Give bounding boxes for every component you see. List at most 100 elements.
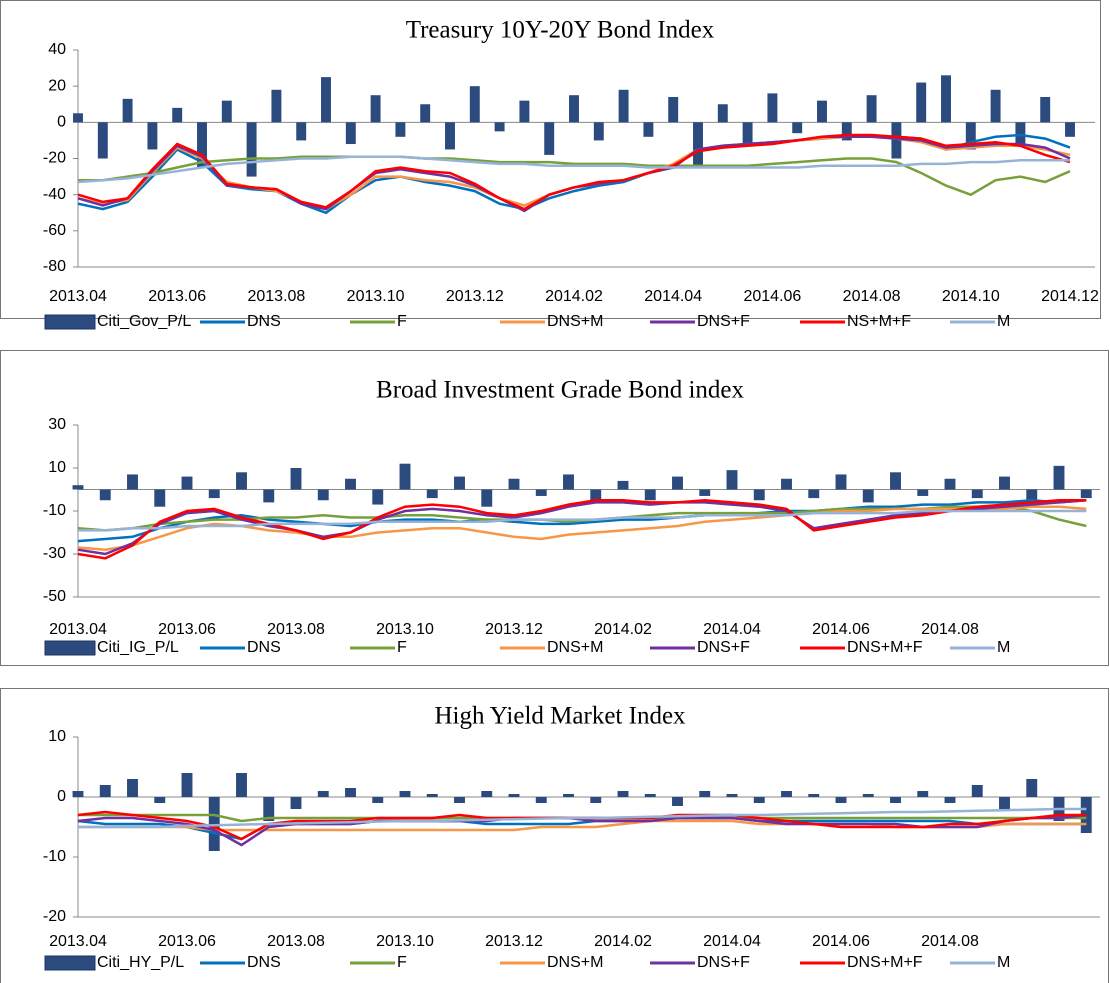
- bar: [672, 476, 683, 490]
- x-tick-label: 2013.04: [49, 933, 107, 950]
- bar: [916, 82, 927, 123]
- x-tick-label: 2014.06: [812, 621, 870, 638]
- legend-label: DNS+M+F: [847, 639, 923, 656]
- bar: [781, 478, 792, 490]
- panel-frame: [0, 0, 1101, 319]
- x-tick-label: 2014.02: [545, 288, 603, 305]
- line-series: [78, 155, 1071, 197]
- bar: [454, 797, 465, 803]
- bar: [535, 797, 547, 803]
- bar: [454, 476, 465, 490]
- bar: [127, 474, 138, 490]
- bar: [1065, 122, 1075, 137]
- y-tick-label: 40: [48, 41, 66, 58]
- x-tick-label: 2014.10: [942, 288, 1000, 305]
- bar: [296, 122, 307, 141]
- line-series: [77, 816, 1087, 841]
- bar: [372, 797, 384, 803]
- y-tick-label: 10: [48, 728, 66, 745]
- bar: [890, 797, 901, 803]
- bar: [726, 794, 738, 797]
- line-series: [78, 509, 1087, 532]
- x-tick-label: 2013.06: [158, 933, 216, 950]
- bar: [841, 122, 852, 141]
- panel-frame: [0, 688, 1109, 983]
- line-series: [77, 499, 1087, 556]
- bar: [753, 489, 765, 501]
- x-tick-label: 2013.04: [49, 288, 107, 305]
- bar: [563, 474, 574, 490]
- bar: [172, 107, 183, 123]
- bar: [97, 122, 108, 159]
- bar: [508, 478, 520, 490]
- bar: [693, 122, 703, 168]
- x-tick-label: 2013.08: [267, 933, 325, 950]
- bar: [72, 791, 84, 797]
- bar: [246, 122, 257, 177]
- bar: [890, 472, 901, 490]
- bar: [862, 489, 874, 503]
- bar: [644, 489, 656, 501]
- chart-title: Treasury 10Y-20Y Bond Index: [406, 17, 715, 44]
- bar: [290, 797, 302, 809]
- bar: [122, 98, 133, 123]
- y-tick-label: 0: [57, 114, 66, 131]
- bar: [197, 122, 207, 168]
- y-tick-label: -60: [43, 222, 66, 239]
- bar: [494, 122, 505, 132]
- bar: [181, 773, 193, 797]
- bar: [127, 779, 138, 797]
- bar: [154, 797, 166, 803]
- legend-label: F: [397, 954, 407, 971]
- legend-label: DNS+F: [697, 313, 750, 330]
- y-tick-label: -40: [43, 186, 66, 203]
- bar: [617, 791, 629, 797]
- bar: [154, 489, 166, 507]
- bar: [618, 89, 629, 123]
- x-tick-label: 2014.04: [644, 288, 702, 305]
- bar: [345, 122, 356, 145]
- bar: [147, 122, 158, 150]
- legend-label: Citi_IG_P/L: [97, 639, 179, 656]
- bar: [370, 95, 381, 123]
- line-series: [77, 499, 1087, 560]
- bar: [835, 474, 847, 490]
- bar: [469, 86, 480, 123]
- bar: [1015, 122, 1026, 145]
- legend-label: DNS: [247, 954, 281, 971]
- chart-title: Broad Investment Grade Bond index: [376, 377, 744, 404]
- bar: [99, 785, 111, 797]
- bar: [971, 785, 983, 797]
- bar: [1040, 97, 1051, 123]
- bar: [699, 489, 711, 496]
- x-tick-label: 2014.04: [703, 933, 761, 950]
- bar: [420, 104, 431, 123]
- bar: [817, 100, 827, 123]
- bar: [808, 794, 820, 797]
- bar: [767, 93, 778, 123]
- legend-swatch: [44, 314, 96, 330]
- bar: [593, 122, 604, 141]
- bar: [753, 797, 765, 803]
- bar: [999, 476, 1010, 490]
- x-tick-label: 2013.12: [446, 288, 504, 305]
- bar: [72, 485, 84, 490]
- bar: [742, 122, 753, 145]
- bar: [236, 472, 247, 490]
- bar: [271, 89, 282, 123]
- legend-label: DNS+M: [547, 313, 603, 330]
- legend-label: M: [997, 639, 1010, 656]
- x-tick-label: 2014.12: [1041, 288, 1099, 305]
- legend-label: DNS+M: [547, 639, 603, 656]
- legend-label: DNS+F: [697, 954, 750, 971]
- bar: [917, 791, 929, 797]
- x-tick-label: 2013.08: [267, 621, 325, 638]
- bar: [1026, 489, 1038, 501]
- line-series: [77, 133, 1071, 211]
- bar: [263, 489, 275, 503]
- x-tick-label: 2014.02: [594, 933, 652, 950]
- bar: [372, 489, 384, 505]
- bar: [808, 489, 820, 499]
- x-tick-label: 2013.12: [485, 621, 543, 638]
- line-series: [77, 499, 1087, 543]
